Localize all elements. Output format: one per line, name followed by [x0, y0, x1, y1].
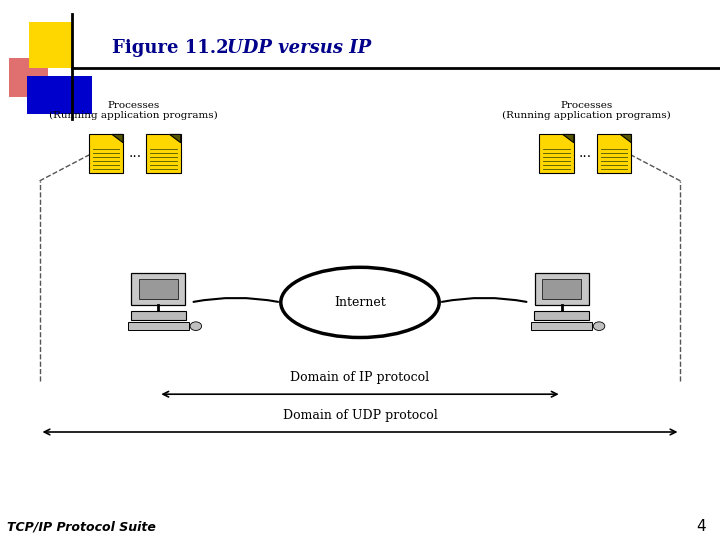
Text: Processes
(Running application programs): Processes (Running application programs) [503, 101, 671, 120]
FancyBboxPatch shape [132, 273, 186, 305]
Polygon shape [621, 134, 631, 143]
Text: 4: 4 [696, 519, 706, 534]
FancyBboxPatch shape [146, 134, 181, 173]
Text: ...: ... [579, 146, 592, 160]
Circle shape [593, 322, 605, 330]
FancyBboxPatch shape [539, 134, 574, 173]
FancyBboxPatch shape [531, 322, 592, 330]
Text: UDP versus IP: UDP versus IP [227, 38, 371, 57]
Polygon shape [170, 134, 181, 143]
FancyBboxPatch shape [534, 311, 589, 320]
FancyBboxPatch shape [139, 279, 178, 299]
FancyBboxPatch shape [27, 76, 92, 114]
Text: Domain of UDP protocol: Domain of UDP protocol [283, 409, 437, 422]
Circle shape [190, 322, 202, 330]
FancyBboxPatch shape [9, 58, 48, 97]
Text: Processes
(Running application programs): Processes (Running application programs) [49, 101, 217, 120]
Text: Internet: Internet [334, 296, 386, 309]
Polygon shape [112, 134, 123, 143]
FancyBboxPatch shape [29, 22, 72, 68]
Polygon shape [563, 134, 574, 143]
Text: ...: ... [128, 146, 141, 160]
FancyBboxPatch shape [89, 134, 123, 173]
Text: Domain of IP protocol: Domain of IP protocol [290, 372, 430, 384]
Text: Figure 11.2: Figure 11.2 [112, 38, 228, 57]
FancyBboxPatch shape [128, 322, 189, 330]
FancyBboxPatch shape [534, 273, 589, 305]
FancyBboxPatch shape [542, 279, 581, 299]
Ellipse shape [281, 267, 439, 338]
Text: TCP/IP Protocol Suite: TCP/IP Protocol Suite [7, 520, 156, 533]
FancyBboxPatch shape [597, 134, 631, 173]
FancyBboxPatch shape [131, 311, 186, 320]
